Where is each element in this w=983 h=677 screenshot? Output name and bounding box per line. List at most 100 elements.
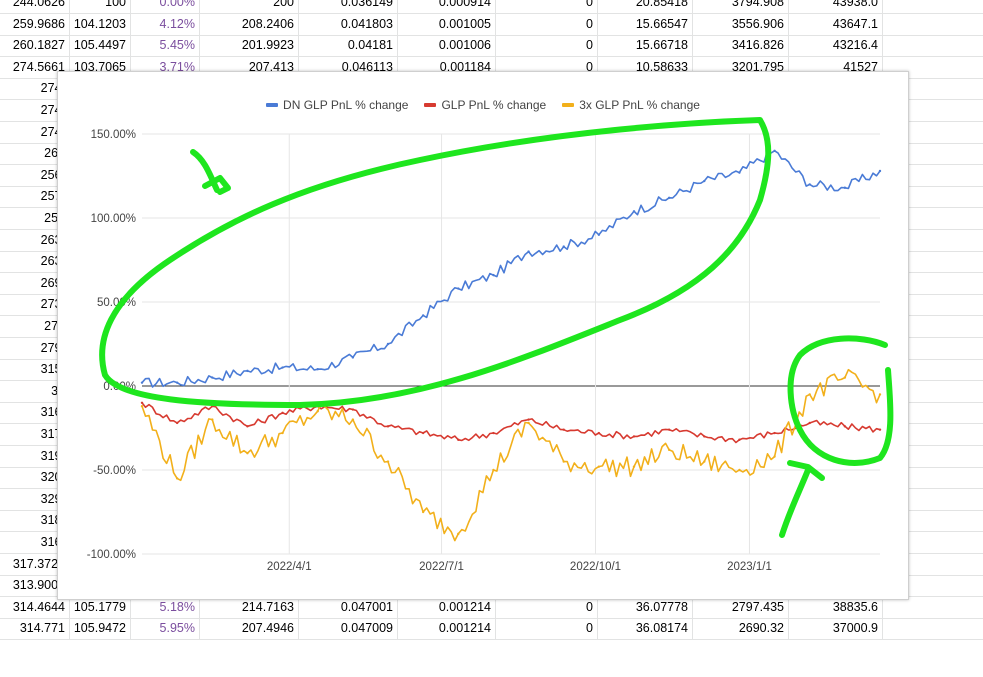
sheet-cell[interactable]: 43216.4 bbox=[789, 35, 883, 57]
sheet-cell[interactable]: 0.001214 bbox=[398, 596, 496, 618]
data-point bbox=[492, 431, 495, 435]
sheet-cell[interactable]: 0.001184 bbox=[398, 56, 496, 78]
data-point bbox=[246, 369, 249, 373]
data-point bbox=[808, 393, 811, 396]
data-point bbox=[457, 438, 460, 441]
sheet-cell[interactable]: 5.45% bbox=[131, 35, 200, 57]
sheet-cell[interactable]: 0.001006 bbox=[398, 35, 496, 57]
sheet-cell[interactable]: 10.58633 bbox=[598, 56, 693, 78]
sheet-cell[interactable]: 36.07778 bbox=[598, 596, 693, 618]
sheet-cell[interactable]: 0.047001 bbox=[299, 596, 398, 618]
data-point bbox=[667, 196, 671, 200]
sheet-cell[interactable]: 15.66718 bbox=[598, 35, 693, 57]
legend-label: GLP PnL % change bbox=[441, 98, 547, 112]
sheet-cell[interactable]: 103.7065 bbox=[70, 56, 131, 78]
data-point bbox=[457, 287, 460, 290]
sheet-cell[interactable]: 2797.435 bbox=[693, 596, 789, 618]
sheet-cell[interactable]: 260.1827 bbox=[0, 35, 70, 57]
sheet-cell[interactable]: 3794.908 bbox=[693, 0, 789, 13]
y-tick-label: 50.00% bbox=[97, 297, 136, 309]
data-point bbox=[140, 404, 144, 408]
sheet-cell[interactable]: 201.9923 bbox=[200, 35, 299, 57]
sheet-cell[interactable]: 244.0626 bbox=[0, 0, 70, 13]
sheet-cell[interactable]: 37000.9 bbox=[789, 618, 883, 640]
sheet-row: 314.771 105.9472 5.95% 207.4946 0.047009 0.00… bbox=[0, 618, 983, 641]
data-point bbox=[773, 149, 776, 152]
data-point bbox=[211, 418, 214, 421]
sheet-cell[interactable]: 105.1779 bbox=[70, 596, 131, 618]
sheet-row: 260.1827 105.4497 5.45% 201.9923 0.04181 0.00… bbox=[0, 35, 983, 58]
sheet-cell[interactable]: 104.1203 bbox=[70, 13, 131, 35]
data-point bbox=[527, 421, 530, 425]
sheet-cell[interactable]: 0.001214 bbox=[398, 618, 496, 640]
data-point bbox=[246, 425, 249, 428]
sheet-cell[interactable]: 41527 bbox=[789, 56, 883, 78]
sheet-cell[interactable]: 0.001005 bbox=[398, 13, 496, 35]
y-tick-label: 100.00% bbox=[91, 213, 136, 225]
data-point bbox=[175, 477, 179, 480]
sheet-cell[interactable]: 314.4644 bbox=[0, 596, 70, 618]
sheet-cell[interactable]: 2690.32 bbox=[693, 618, 789, 640]
sheet-cell[interactable]: 3201.795 bbox=[693, 56, 789, 78]
legend-item: GLP PnL % change bbox=[424, 98, 546, 112]
data-point bbox=[667, 448, 671, 452]
sheet-cell[interactable]: 0 bbox=[496, 618, 598, 640]
sheet-cell[interactable]: 38835.6 bbox=[789, 596, 883, 618]
sheet-cell[interactable]: 207.4946 bbox=[200, 618, 299, 640]
sheet-cell[interactable]: 0.04181 bbox=[299, 35, 398, 57]
sheet-cell[interactable]: 0.000914 bbox=[398, 0, 496, 13]
data-point bbox=[316, 404, 319, 408]
legend-item: 3x GLP PnL % change bbox=[562, 98, 700, 112]
sheet-cell[interactable]: 3.71% bbox=[131, 56, 200, 78]
sheet-cell[interactable]: 4.12% bbox=[131, 13, 200, 35]
sheet-cell[interactable]: 0.047009 bbox=[299, 618, 398, 640]
sheet-cell[interactable]: 0 bbox=[496, 13, 598, 35]
sheet-cell[interactable]: 3416.826 bbox=[693, 35, 789, 57]
data-point bbox=[527, 418, 530, 421]
sheet-cell[interactable]: 200 bbox=[200, 0, 299, 13]
sheet-row: 244.0626 100 0.00% 200 0.036149 0.000914 0 20.8… bbox=[0, 0, 983, 14]
sheet-cell[interactable]: 0.00% bbox=[131, 0, 200, 13]
sheet-cell[interactable]: 207.413 bbox=[200, 56, 299, 78]
data-point bbox=[175, 381, 179, 384]
sheet-cell[interactable]: 208.2406 bbox=[200, 13, 299, 35]
sheet-cell[interactable]: 5.95% bbox=[131, 618, 200, 640]
chart-panel[interactable]: 150.00% 100.00% 50.00% 0.00% -50.00% -100.00%… bbox=[57, 71, 909, 600]
sheet-cell[interactable]: 105.9472 bbox=[70, 618, 131, 640]
sheet-cell[interactable]: 0 bbox=[496, 596, 598, 618]
sheet-cell[interactable]: 0.046113 bbox=[299, 56, 398, 78]
sheet-cell[interactable]: 20.85418 bbox=[598, 0, 693, 13]
data-point bbox=[140, 381, 144, 384]
sheet-cell[interactable]: 0.036149 bbox=[299, 0, 398, 13]
data-point bbox=[843, 376, 847, 379]
sheet-cell[interactable]: 0.041803 bbox=[299, 13, 398, 35]
sheet-cell[interactable]: 43938.0 bbox=[789, 0, 883, 13]
sheet-cell[interactable]: 105.4497 bbox=[70, 35, 131, 57]
data-point bbox=[667, 428, 671, 431]
data-point bbox=[878, 428, 882, 431]
sheet-cell[interactable]: 36.08174 bbox=[598, 618, 693, 640]
data-point bbox=[808, 421, 811, 425]
sheet-cell[interactable]: 0 bbox=[496, 0, 598, 13]
data-point bbox=[597, 233, 601, 236]
sheet-cell[interactable]: 314.771 bbox=[0, 618, 70, 640]
y-tick-label: -50.00% bbox=[93, 465, 136, 477]
data-point bbox=[492, 468, 495, 472]
x-tick-label: 2023/1/1 bbox=[727, 561, 772, 573]
series-line-2 bbox=[141, 402, 881, 444]
sheet-cell[interactable]: 15.66547 bbox=[598, 13, 693, 35]
sheet-cell[interactable]: 3556.906 bbox=[693, 13, 789, 35]
data-point bbox=[386, 460, 390, 463]
data-point bbox=[281, 411, 284, 415]
sheet-cell[interactable]: 0 bbox=[496, 56, 598, 78]
sheet-cell[interactable]: 259.9686 bbox=[0, 13, 70, 35]
data-point bbox=[597, 431, 601, 435]
sheet-cell[interactable]: 5.18% bbox=[131, 596, 200, 618]
data-point bbox=[773, 455, 776, 458]
sheet-row: 259.9686 104.1203 4.12% 208.2406 0.041803 0.0… bbox=[0, 13, 983, 36]
sheet-cell[interactable]: 214.7163 bbox=[200, 596, 299, 618]
sheet-cell[interactable]: 100 bbox=[70, 0, 131, 13]
sheet-cell[interactable]: 274.5661 bbox=[0, 56, 70, 78]
sheet-cell[interactable]: 0 bbox=[496, 35, 598, 57]
sheet-cell[interactable]: 43647.1 bbox=[789, 13, 883, 35]
